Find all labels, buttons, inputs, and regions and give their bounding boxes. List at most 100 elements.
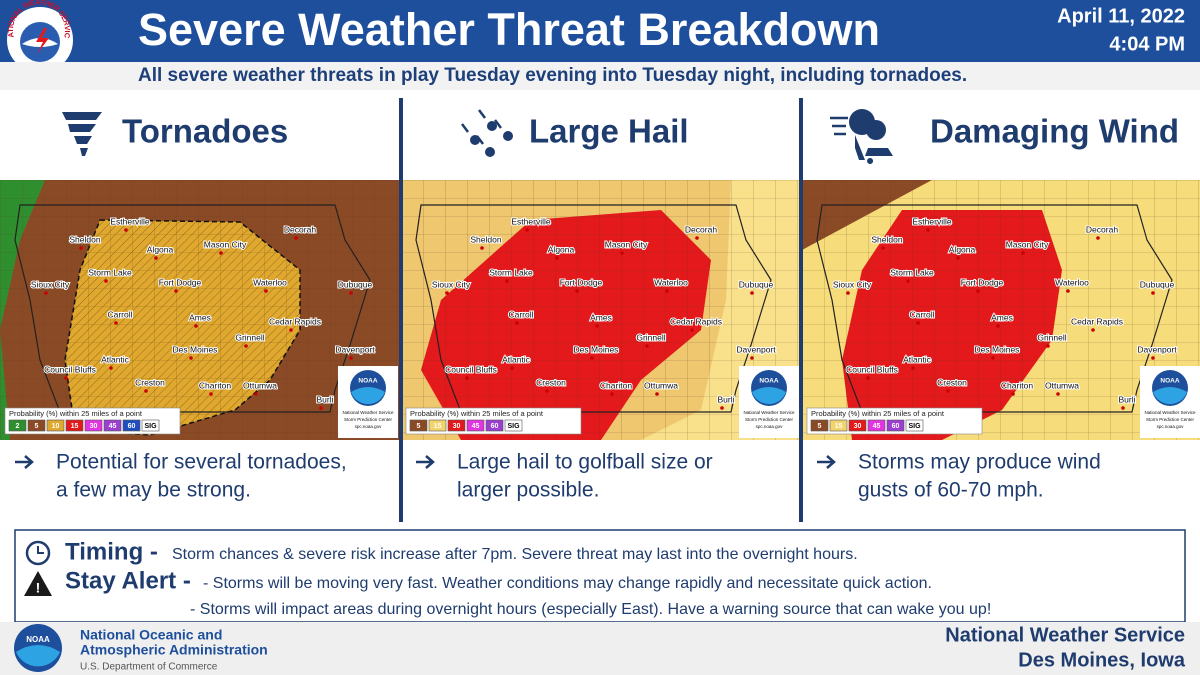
city-dot [319,406,323,410]
city-label: Sheldon [470,234,501,244]
city-label: Grinnell [1037,332,1066,342]
legend-swatch [447,419,466,432]
panel-title: Tornadoes [122,113,288,150]
spc-logo-text: NOAA [1160,378,1179,385]
city-label: Waterloo [253,277,287,287]
city-label: Ames [590,312,612,322]
city-dot [655,392,659,396]
city-label: Sheldon [871,234,902,244]
city-label: Decorah [284,224,316,234]
city-label: Mason City [1006,239,1049,249]
city-label: Carroll [107,309,132,319]
city-label: Decorah [1086,224,1118,234]
city-label: Fort Dodge [560,277,603,287]
legend-swatch [428,419,447,432]
city-dot [294,236,298,240]
city-label: Council Bluffs [445,364,497,374]
legend-label: 30 [453,423,461,430]
alert-label: Stay Alert - [65,567,191,594]
map: Estherville Sheldon Algona Mason City Decora… [0,180,399,440]
legend-label: 15 [71,423,79,430]
city-dot [104,279,108,283]
city-dot [154,256,158,260]
city-label: Estherville [912,216,951,226]
spc-caption: National Weather Service [343,410,394,415]
clock-hands [37,546,44,554]
county-grid [401,180,800,440]
legend-swatch [886,419,905,432]
timing-text: Storm chances & severe risk increase aft… [172,546,858,563]
city-label: Cedar Rapids [1071,316,1123,326]
legend-label: 2 [16,423,20,430]
city-dot [219,251,223,255]
spc-logo-wave [351,387,385,405]
city-dot [1151,291,1155,295]
city-label: Ottumwa [1045,380,1079,390]
city-label: Council Bluffs [44,364,96,374]
city-dot [976,289,980,293]
warning-icon [24,571,52,596]
spc-caption: Storm Prediction Center [344,417,393,422]
city-dot [695,236,699,240]
spc-caption: Storm Prediction Center [1146,417,1195,422]
city-dot [1091,328,1095,332]
legend-swatch [848,419,867,432]
city-label: Atlantic [502,354,531,364]
city-dot [720,406,724,410]
city-label: Storm Lake [890,267,934,277]
bullet-text: larger possible. [457,479,599,502]
city-label: Dubuque [1140,279,1175,289]
spc-badge: NOAA National Weather Service Storm Predic… [1140,366,1200,438]
county-grid [802,180,1200,440]
subtitle-band [0,62,1200,90]
city-dot [846,291,850,295]
legend-label: 5 [818,423,822,430]
agency-name: Atmospheric Administration [80,642,268,658]
city-label: Storm Lake [88,267,132,277]
city-label: Mason City [204,239,247,249]
bullet-text: a few may be strong. [56,479,251,502]
city-dot [209,392,213,396]
nws-logo-cloud [22,38,58,47]
bullet-text: Large hail to golfball size or [457,451,713,474]
city-label: Chariton [600,380,632,390]
city-label: Sioux City [432,279,471,289]
legend-label: 10 [52,423,60,430]
legend-label: 60 [128,423,136,430]
spc-badge: NOAA National Weather Service Storm Predic… [338,366,398,438]
city-label: Burli [717,394,734,404]
city-label: Davenport [335,344,375,354]
city-dot [916,321,920,325]
city-label: Sioux City [31,279,70,289]
city-label: Atlantic [101,354,130,364]
city-label: Carroll [508,309,533,319]
city-label: Creston [135,377,165,387]
city-dot [545,389,549,393]
legend-swatch [46,419,65,432]
city-label: Ottumwa [243,380,277,390]
legend-swatch [141,419,160,432]
city-dot [64,376,68,380]
bullet-text: gusts of 60-70 mph. [858,479,1044,502]
spc-caption: Storm Prediction Center [745,417,794,422]
legend-swatch [867,419,886,432]
legend-label: 45 [873,423,881,430]
agency-name: National Oceanic and [80,627,222,643]
city-dot [575,289,579,293]
legend-swatch [84,419,103,432]
state-border [816,204,1173,413]
city-dot [189,356,193,360]
city-label: Fort Dodge [961,277,1004,287]
city-dot [1151,356,1155,360]
warning-mark: ! [36,580,41,596]
city-label: Waterloo [1055,277,1089,287]
city-dot [1011,392,1015,396]
bullet-arrow [817,455,836,469]
city-label: Des Moines [173,344,218,354]
map-legend: Probability (%) within 25 miles of a poi… [806,407,983,435]
map: Estherville Sheldon Algona Mason City Decora… [401,180,800,440]
wind-icon [830,109,893,164]
bullet-text: Potential for several tornadoes, [56,451,347,474]
city-dot [505,279,509,283]
city-dot [610,392,614,396]
